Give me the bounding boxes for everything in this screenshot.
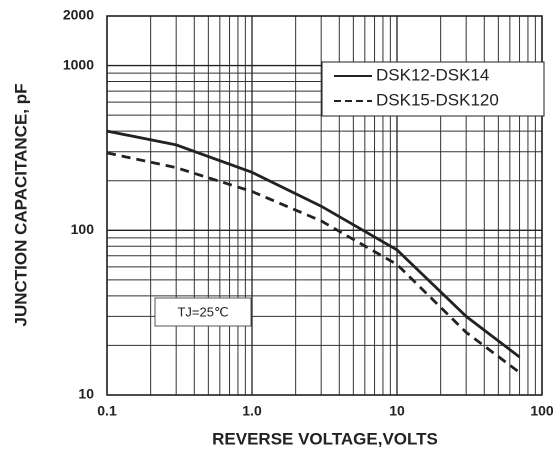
annotation: TJ=25℃ (177, 304, 228, 319)
data-line (106, 129, 521, 359)
y-tick-label: 2000 (63, 7, 94, 23)
y-tick-label: 100 (71, 221, 95, 237)
y-axis-label: JUNCTION CAPACITANCE, pF (11, 83, 30, 326)
x-tick-label: 100 (530, 403, 554, 419)
x-tick-label: 0.1 (97, 403, 117, 419)
plot-border (106, 15, 543, 396)
y-tick-label: 1000 (63, 56, 94, 72)
data-line (106, 151, 521, 374)
annotation-box (154, 297, 252, 327)
legend-box (321, 61, 545, 117)
x-axis-label: REVERSE VOLTAGE,VOLTS (212, 429, 438, 448)
legend-label: DSK15-DSK120 (376, 90, 499, 109)
x-tick-label: 1.0 (242, 403, 262, 419)
x-tick-label: 10 (389, 403, 405, 419)
y-tick-label: 10 (78, 386, 94, 402)
legend-label: DSK12-DSK14 (376, 65, 489, 84)
